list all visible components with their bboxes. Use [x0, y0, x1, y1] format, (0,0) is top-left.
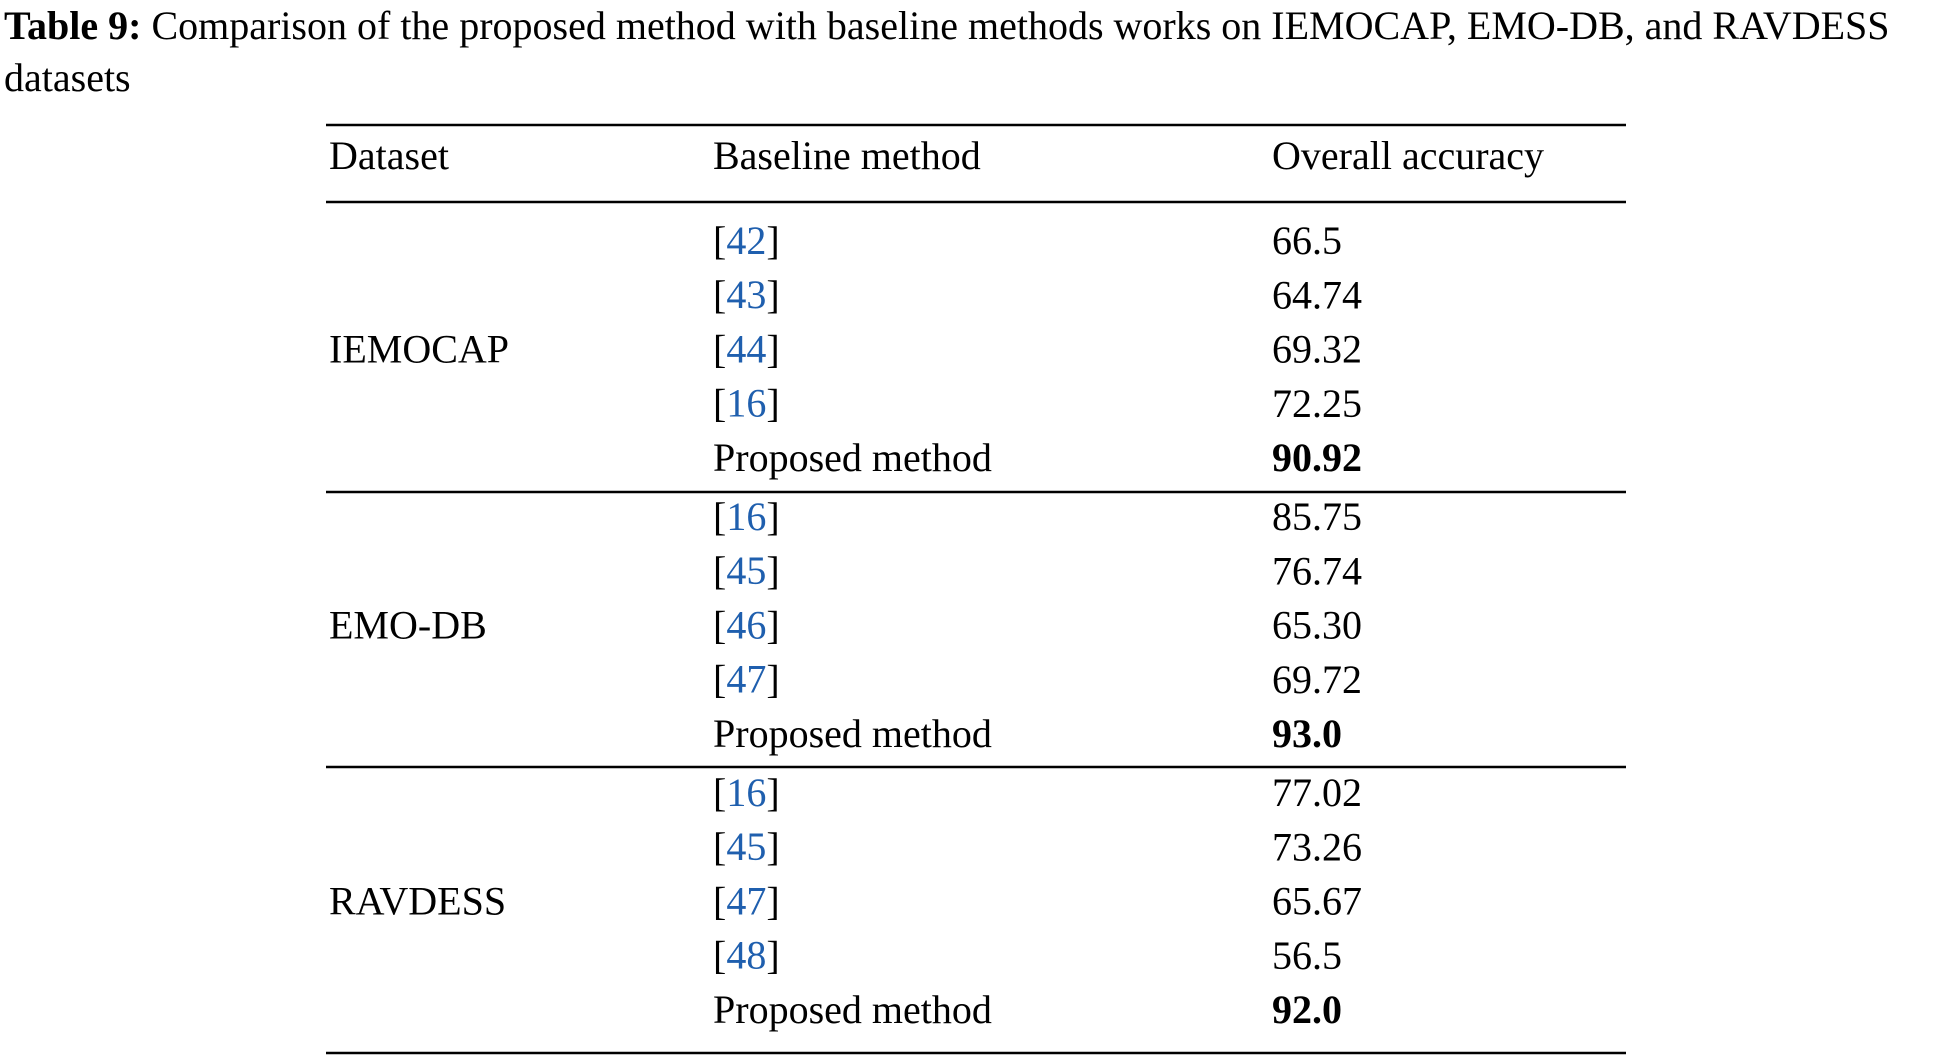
accuracy: 93.0 — [1272, 711, 1342, 756]
column-header: Dataset — [329, 133, 449, 178]
caption-text: Comparison of the proposed method with b… — [4, 3, 1890, 100]
baseline-method: Proposed method — [713, 435, 992, 480]
baseline-method: Proposed method — [713, 987, 992, 1032]
accuracy: 65.67 — [1272, 879, 1362, 924]
baseline-method: [47] — [713, 657, 780, 702]
accuracy: 77.02 — [1272, 770, 1362, 815]
column-header: Overall accuracy — [1272, 133, 1544, 178]
accuracy: 69.32 — [1272, 327, 1362, 372]
baseline-method: [45] — [713, 548, 780, 593]
accuracy: 65.30 — [1272, 603, 1362, 648]
accuracy: 66.5 — [1272, 218, 1342, 263]
accuracy: 85.75 — [1272, 494, 1362, 539]
accuracy: 92.0 — [1272, 987, 1342, 1032]
accuracy: 69.72 — [1272, 657, 1362, 702]
accuracy: 64.74 — [1272, 272, 1362, 317]
baseline-method: [45] — [713, 824, 780, 869]
accuracy: 72.25 — [1272, 381, 1362, 426]
dataset-name: IEMOCAP — [329, 327, 509, 372]
baseline-method: [16] — [713, 770, 780, 815]
table-caption: Table 9: Comparison of the proposed meth… — [4, 0, 1952, 104]
dataset-name: EMO-DB — [329, 603, 487, 648]
baseline-method: [47] — [713, 879, 780, 924]
baseline-method: Proposed method — [713, 711, 992, 756]
baseline-method: [16] — [713, 494, 780, 539]
accuracy: 76.74 — [1272, 548, 1362, 593]
baseline-method: [43] — [713, 272, 780, 317]
accuracy: 73.26 — [1272, 824, 1362, 869]
dataset-name: RAVDESS — [329, 879, 506, 924]
baseline-method: [46] — [713, 603, 780, 648]
baseline-method: [48] — [713, 933, 780, 978]
caption-label: Table 9: — [4, 3, 142, 48]
baseline-method: [44] — [713, 327, 780, 372]
baseline-method: [42] — [713, 218, 780, 263]
accuracy: 90.92 — [1272, 435, 1362, 480]
baseline-method: [16] — [713, 381, 780, 426]
accuracy: 56.5 — [1272, 933, 1342, 978]
column-header: Baseline method — [713, 133, 981, 178]
